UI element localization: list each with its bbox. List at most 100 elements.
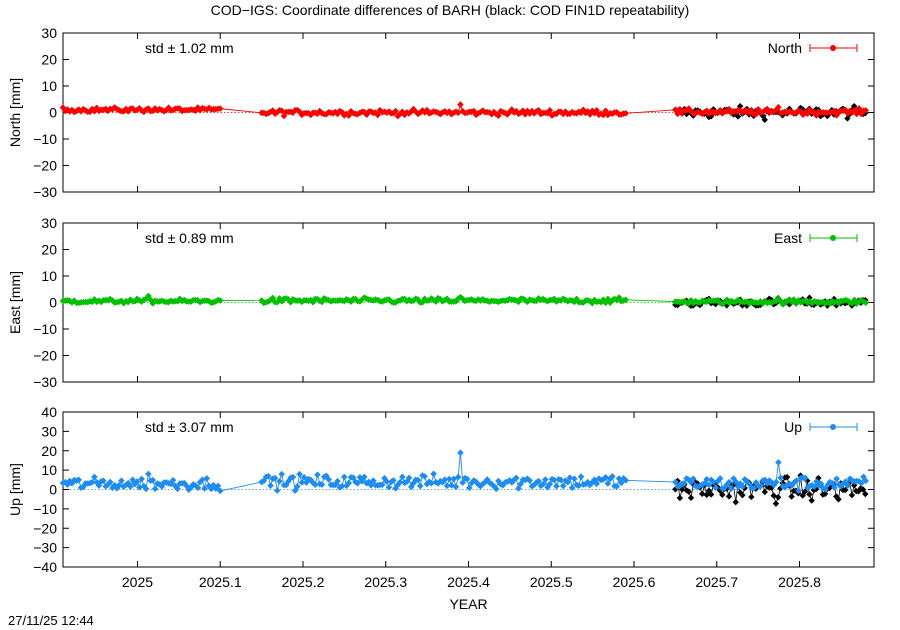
series-point xyxy=(145,105,152,112)
x-tick-label: 2025.8 xyxy=(778,574,821,590)
std-annotation: std ± 3.07 mm xyxy=(145,419,234,435)
y-tick-label: −20 xyxy=(33,348,57,364)
y-tick-label: 0 xyxy=(49,105,57,121)
y-tick-label: 20 xyxy=(41,52,57,68)
series-point xyxy=(307,476,315,484)
series-point xyxy=(156,481,163,488)
series-point xyxy=(271,474,279,482)
series-point xyxy=(528,482,536,490)
series-point xyxy=(273,298,281,306)
series-line xyxy=(625,479,676,483)
series-point xyxy=(450,475,458,483)
series-point xyxy=(495,112,502,119)
series-point xyxy=(566,110,574,117)
series-point xyxy=(828,479,836,487)
x-tick-label: 2025.5 xyxy=(530,574,573,590)
x-tick-label: 2025.2 xyxy=(282,574,325,590)
repeatability-point xyxy=(774,494,782,501)
repeatability-point xyxy=(842,300,849,307)
y-tick-label: −40 xyxy=(33,559,57,575)
series-point xyxy=(149,476,157,484)
y-axis-label: East [mm] xyxy=(7,271,23,334)
y-tick-label: −30 xyxy=(33,374,57,390)
series-point xyxy=(334,477,341,485)
repeatability-line xyxy=(733,484,737,503)
legend-marker xyxy=(830,424,836,430)
y-tick-label: 10 xyxy=(41,78,57,94)
series-point xyxy=(732,478,740,486)
repeatability-point xyxy=(817,112,824,120)
series-point xyxy=(278,470,286,478)
y-tick-label: −10 xyxy=(33,321,57,337)
x-tick-label: 2025.1 xyxy=(199,574,242,590)
repeatability-point xyxy=(739,491,746,499)
series-point xyxy=(287,298,294,306)
y-tick-label: 20 xyxy=(41,443,57,459)
series-point xyxy=(414,476,422,484)
repeatability-point xyxy=(692,479,699,486)
std-annotation: std ± 1.02 mm xyxy=(145,40,234,56)
panel-east: 30 20 10 0 −10 −20 −30 East [mm] std ± 0.89 mm Ea… xyxy=(7,215,875,390)
panel-north: 30 20 10 0 −10 −20 −30 North [mm] std ± 1.02 mm N… xyxy=(7,25,875,200)
repeatability-point xyxy=(739,302,746,309)
series-point xyxy=(604,111,612,119)
y-tick-label: 30 xyxy=(41,215,57,231)
series-point xyxy=(831,484,838,491)
chart-title: COD−IGS: Coordinate differences of BARH … xyxy=(210,2,690,18)
series-line xyxy=(220,108,262,114)
series-point xyxy=(396,478,404,486)
series-point xyxy=(441,296,449,304)
series-point xyxy=(750,485,758,492)
series-point xyxy=(674,110,681,118)
series-line xyxy=(625,109,676,114)
panel-up: 40 30 20 10 0 −10 −20 −30 −40 2025 2025.1 2025.2 202… xyxy=(7,404,875,590)
series-point xyxy=(196,106,204,114)
series-point xyxy=(332,481,339,489)
series-point xyxy=(822,486,829,493)
series-point xyxy=(133,295,141,303)
series-line xyxy=(775,462,779,483)
series-point xyxy=(419,107,426,114)
x-tick-label: 2025.4 xyxy=(447,574,490,590)
y-tick-label: 10 xyxy=(41,268,57,284)
series-point xyxy=(459,295,466,303)
y-axis-label: North [mm] xyxy=(7,78,23,147)
series-point xyxy=(192,482,199,489)
series-point xyxy=(521,296,529,304)
series-point xyxy=(862,107,870,114)
y-tick-label: −20 xyxy=(33,158,57,174)
series-point xyxy=(479,107,487,114)
legend-label: Up xyxy=(784,419,802,435)
repeatability-point xyxy=(859,486,867,493)
std-annotation: std ± 0.89 mm xyxy=(145,230,234,246)
series-point xyxy=(524,475,531,483)
legend-marker xyxy=(830,45,836,51)
series-point xyxy=(158,483,166,490)
series-line xyxy=(625,299,676,303)
repeatability-point xyxy=(862,490,869,498)
series-point xyxy=(361,473,368,481)
y-tick-label: −30 xyxy=(33,184,57,200)
series-point xyxy=(752,479,760,486)
repeatability-point xyxy=(725,493,733,500)
series-point xyxy=(138,475,145,483)
series-point xyxy=(325,476,332,483)
series-point xyxy=(457,101,464,108)
series-point xyxy=(457,449,464,456)
series-line xyxy=(220,481,262,492)
series-point xyxy=(354,479,361,487)
series-point xyxy=(285,477,292,485)
repeatability-point xyxy=(712,300,719,308)
series-point xyxy=(745,480,753,488)
series-point xyxy=(568,484,576,492)
series-point xyxy=(723,481,731,488)
series-point xyxy=(553,482,560,490)
series-point xyxy=(374,111,382,119)
series-point xyxy=(851,106,858,114)
series-point xyxy=(622,109,630,117)
series-point xyxy=(477,297,484,304)
series-point xyxy=(394,481,402,489)
series-point xyxy=(848,108,856,116)
y-tick-label: 30 xyxy=(41,25,57,41)
